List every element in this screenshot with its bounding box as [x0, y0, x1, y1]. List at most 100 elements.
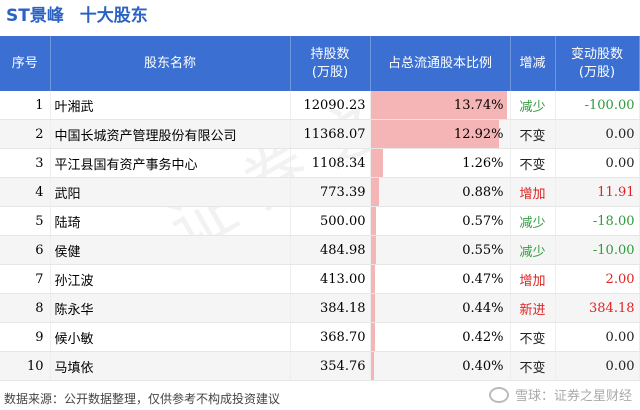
- delta-shares: 384.18: [555, 293, 640, 323]
- table-row: 5 陆琦 500.00 0.57% 减少 -18.00: [0, 206, 640, 236]
- change-status: 增加: [510, 264, 556, 294]
- table-row: 6 侯健 484.98 0.55% 减少 -10.00: [0, 235, 640, 265]
- delta-shares: 11.91: [555, 177, 640, 207]
- table-row: 9 候小敏 368.70 0.42% 不变 0.00: [0, 322, 640, 352]
- shareholder-name: 中国长城资产管理股份有限公司: [50, 119, 291, 149]
- brand-logo-text: 雪球：证券之星财经: [514, 389, 632, 404]
- col-header-ratio: 占总流通股本比例: [370, 36, 511, 91]
- table-row: 7 孙江波 413.00 0.47% 增加 2.00: [0, 264, 640, 294]
- col-header-delta: 变动股数 (万股): [555, 36, 640, 91]
- row-index: 10: [0, 351, 51, 381]
- shares-held: 1108.34: [290, 148, 371, 178]
- table-row: 3 平江县国有资产事务中心 1108.34 1.26% 不变 0.00: [0, 148, 640, 178]
- change-status: 不变: [510, 119, 556, 149]
- shareholder-name: 马填依: [50, 351, 291, 381]
- col-header-shares: 持股数 (万股): [290, 36, 371, 91]
- ratio-bar: [370, 207, 377, 235]
- table-header-row: 序号 股东名称 持股数 (万股) 占总流通股本比例 增减 变动股数 (万股): [0, 36, 640, 91]
- ratio-cell: 0.55%: [370, 235, 511, 265]
- shareholder-name: 候小敏: [50, 322, 291, 352]
- ratio-cell: 0.47%: [370, 264, 511, 294]
- table-row: 8 陈永华 384.18 0.44% 新进 384.18: [0, 293, 640, 323]
- ratio-value: 0.55%: [462, 242, 504, 258]
- change-status: 减少: [510, 206, 556, 236]
- row-index: 6: [0, 235, 51, 265]
- row-index: 4: [0, 177, 51, 207]
- ratio-cell: 12.92%: [370, 119, 511, 149]
- row-index: 5: [0, 206, 51, 236]
- ratio-value: 0.40%: [462, 358, 504, 374]
- stock-name: ST景峰: [6, 6, 64, 26]
- ratio-value: 0.44%: [462, 300, 504, 316]
- ratio-value: 0.57%: [462, 213, 504, 229]
- change-status: 新进: [510, 293, 556, 323]
- ratio-value: 13.74%: [453, 97, 504, 113]
- row-index: 2: [0, 119, 51, 149]
- shareholder-table: 序号 股东名称 持股数 (万股) 占总流通股本比例 增减 变动股数 (万股) 1…: [0, 36, 640, 381]
- ratio-cell: 0.57%: [370, 206, 511, 236]
- row-index: 7: [0, 264, 51, 294]
- ratio-bar: [370, 236, 376, 264]
- row-index: 1: [0, 91, 51, 120]
- col-header-name: 股东名称: [50, 36, 291, 91]
- shares-held: 500.00: [290, 206, 371, 236]
- brand-logo: 雪球：证券之星财经: [488, 385, 632, 404]
- delta-shares: 2.00: [555, 264, 640, 294]
- delta-shares: 0.00: [555, 322, 640, 352]
- ratio-cell: 0.88%: [370, 177, 511, 207]
- ratio-value: 0.42%: [462, 329, 504, 345]
- change-status: 增加: [510, 177, 556, 207]
- col-header-change: 增减: [510, 36, 556, 91]
- ratio-cell: 0.42%: [370, 322, 511, 352]
- row-index: 8: [0, 293, 51, 323]
- table-row: 4 武阳 773.39 0.88% 增加 11.91: [0, 177, 640, 207]
- shares-held: 12090.23: [290, 91, 371, 120]
- shareholder-name: 陈永华: [50, 293, 291, 323]
- row-index: 9: [0, 322, 51, 352]
- shareholder-name: 陆琦: [50, 206, 291, 236]
- delta-shares: -18.00: [555, 206, 640, 236]
- ratio-bar: [370, 352, 375, 380]
- ratio-bar: [370, 120, 499, 148]
- row-index: 3: [0, 148, 51, 178]
- data-source-note: 数据来源：公开数据整理，仅供参考不构成投资建议: [4, 392, 281, 406]
- change-status: 不变: [510, 351, 556, 381]
- table-row: 2 中国长城资产管理股份有限公司 11368.07 12.92% 不变 0.00: [0, 119, 640, 149]
- shareholder-name: 叶湘武: [50, 91, 291, 120]
- snowball-logo-icon: [488, 386, 509, 403]
- shares-held: 368.70: [290, 322, 371, 352]
- delta-shares: 0.00: [555, 148, 640, 178]
- ratio-value: 1.26%: [462, 155, 504, 171]
- ratio-value: 12.92%: [453, 126, 504, 142]
- section-title: 十大股东: [79, 6, 148, 26]
- shares-held: 773.39: [290, 177, 371, 207]
- change-status: 不变: [510, 322, 556, 352]
- table-row: 1 叶湘武 12090.23 13.74% 减少 -100.00: [0, 91, 640, 120]
- delta-shares: -100.00: [555, 91, 640, 120]
- page-title: ST景峰 十大股东: [6, 2, 148, 30]
- ratio-cell: 13.74%: [370, 91, 511, 120]
- ratio-bar: [370, 149, 383, 177]
- ratio-bar: [370, 91, 507, 119]
- shares-held: 413.00: [290, 264, 371, 294]
- ratio-cell: 0.44%: [370, 293, 511, 323]
- ratio-value: 0.88%: [462, 184, 504, 200]
- shares-held: 384.18: [290, 293, 371, 323]
- ratio-cell: 0.40%: [370, 351, 511, 381]
- ratio-bar: [370, 265, 376, 293]
- shareholder-name: 孙江波: [50, 264, 291, 294]
- ratio-bar: [370, 323, 375, 351]
- ratio-value: 0.47%: [462, 271, 504, 287]
- change-status: 不变: [510, 148, 556, 178]
- delta-shares: 0.00: [555, 119, 640, 149]
- ratio-bar: [370, 178, 380, 206]
- change-status: 减少: [510, 235, 556, 265]
- shareholder-name: 侯健: [50, 235, 291, 265]
- ratio-cell: 1.26%: [370, 148, 511, 178]
- change-status: 减少: [510, 91, 556, 120]
- ratio-bar: [370, 294, 375, 322]
- delta-shares: -10.00: [555, 235, 640, 265]
- delta-shares: 0.00: [555, 351, 640, 381]
- shares-held: 11368.07: [290, 119, 371, 149]
- shares-held: 354.76: [290, 351, 371, 381]
